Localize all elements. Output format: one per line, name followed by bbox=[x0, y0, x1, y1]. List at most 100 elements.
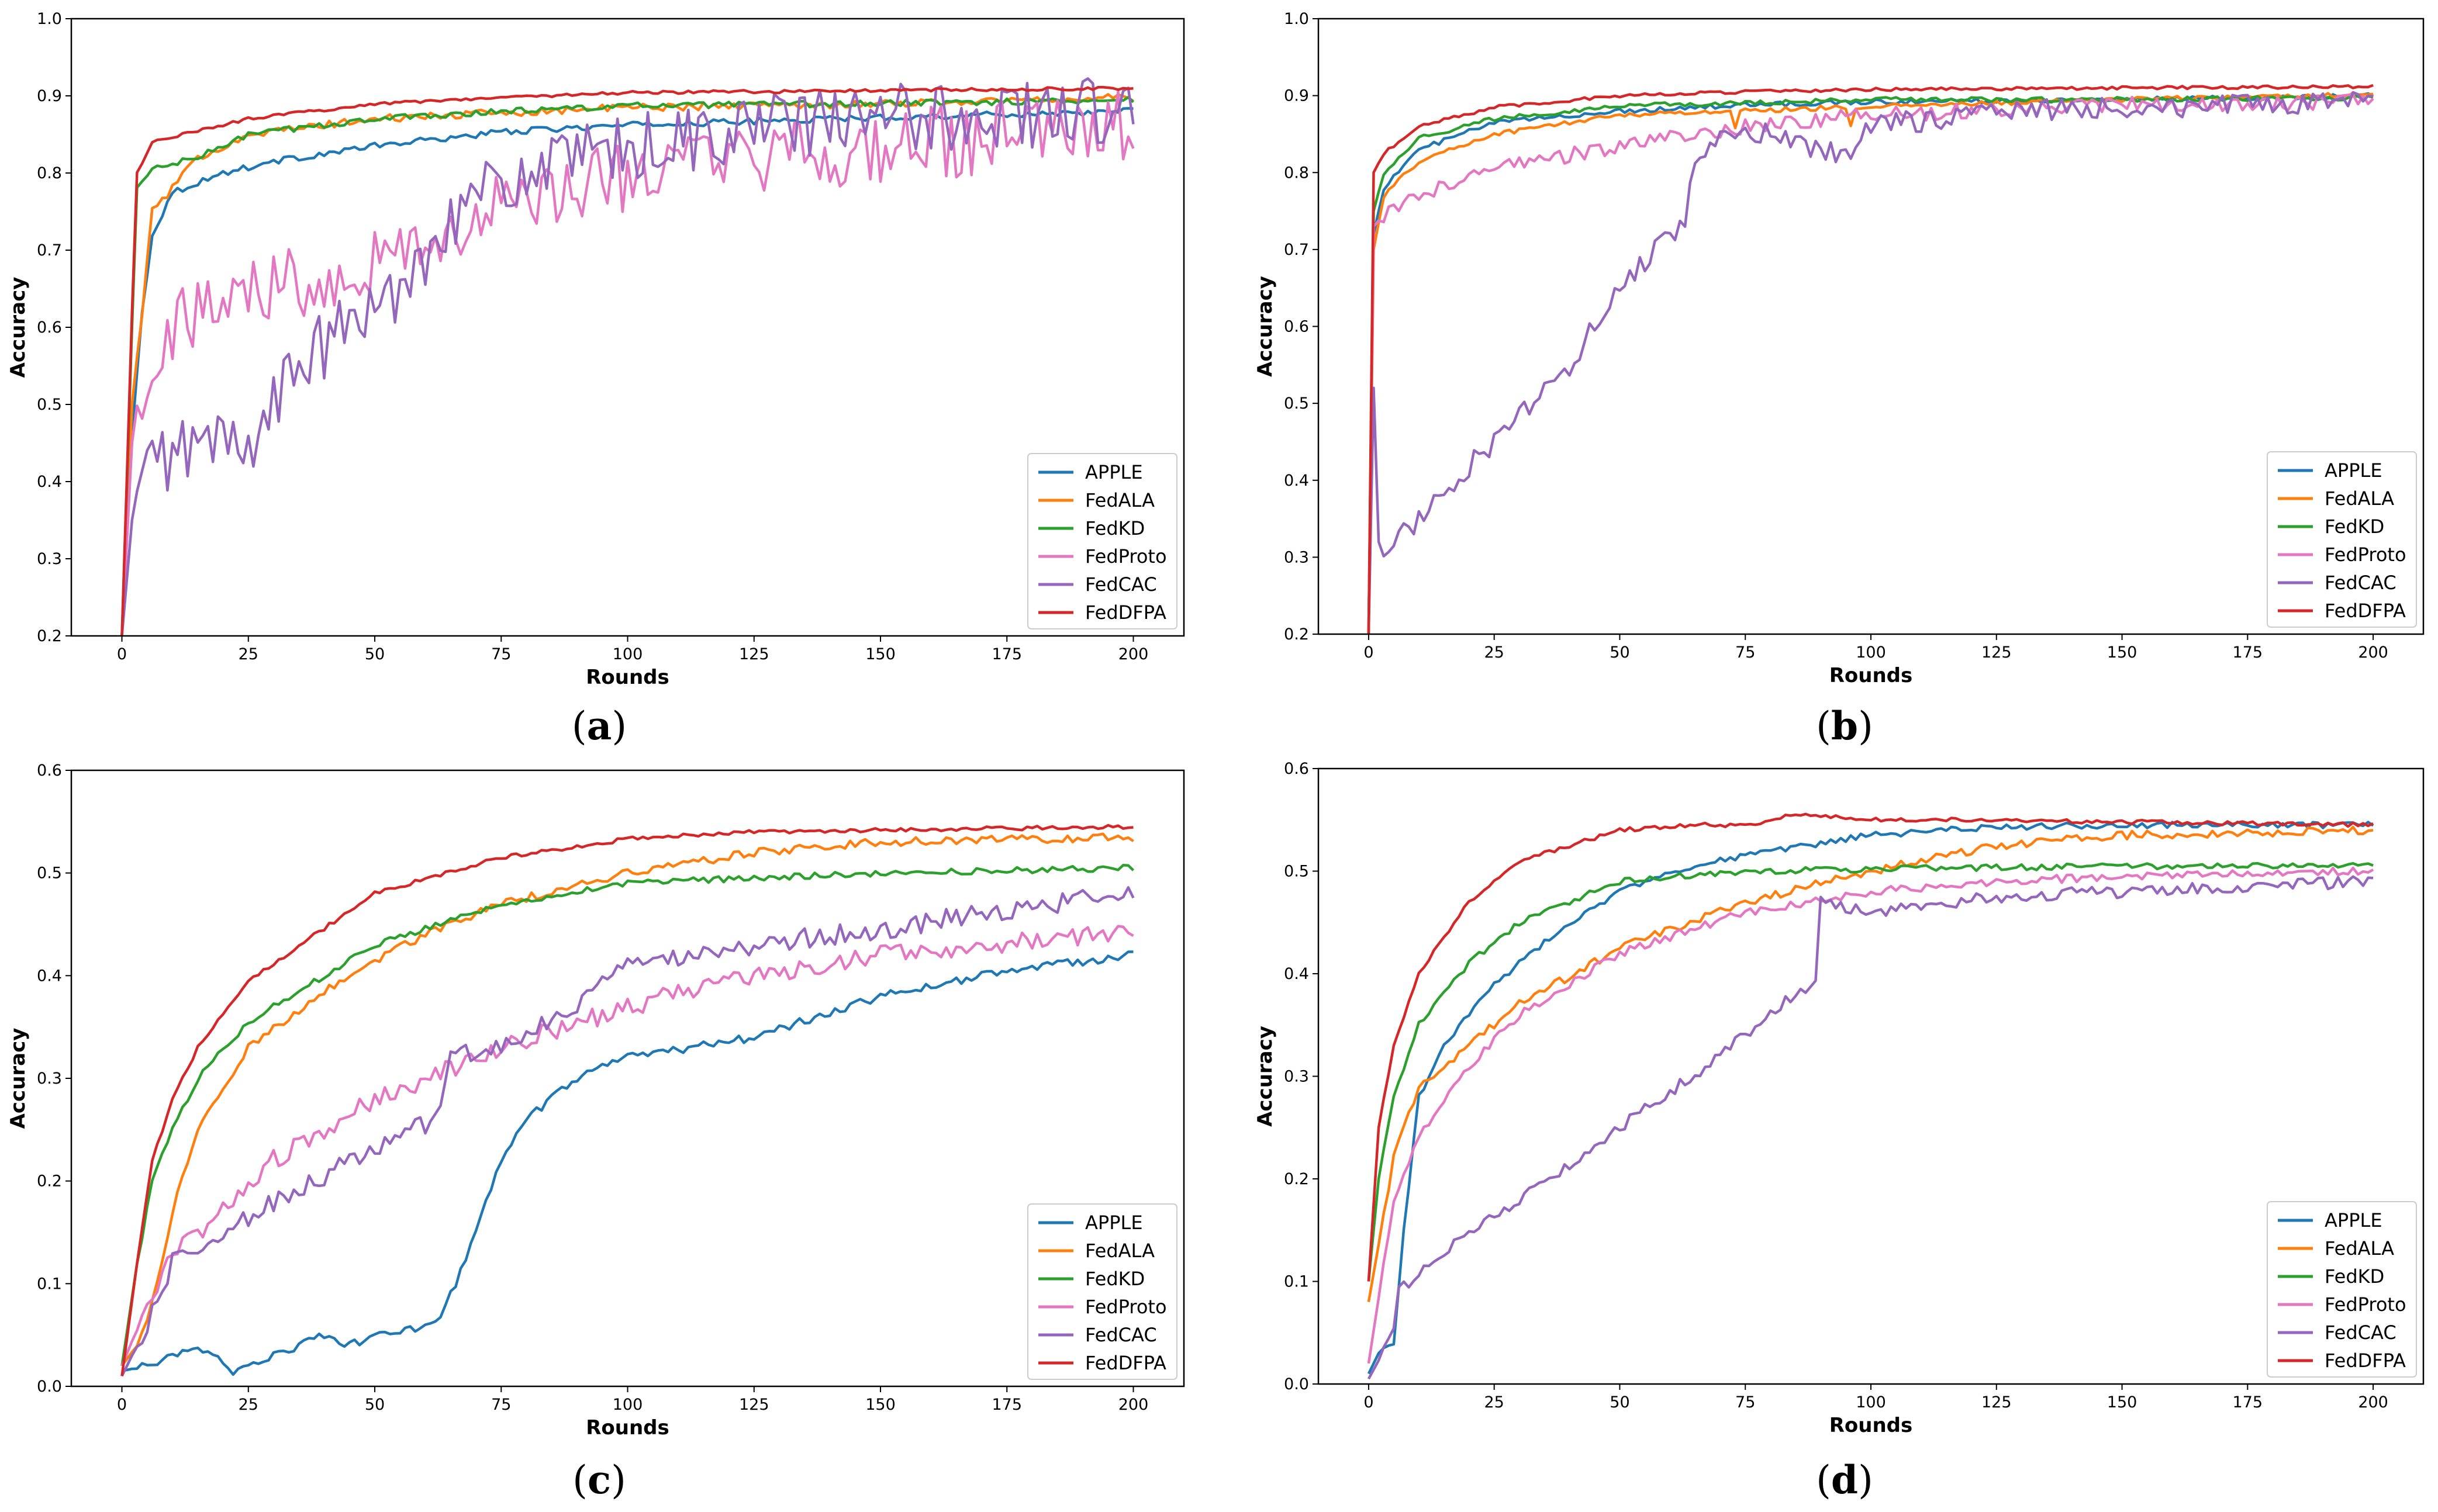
legend-label-fedproto: FedProto bbox=[2325, 1293, 2406, 1316]
x-tick-label: 75 bbox=[1735, 643, 1755, 662]
x-tick-label: 175 bbox=[992, 645, 1022, 663]
panel-caption-letter: a bbox=[587, 703, 612, 749]
legend-label-fedcac: FedCAC bbox=[2325, 572, 2396, 594]
x-tick-label: 75 bbox=[491, 1396, 511, 1414]
legend-label-fedkd: FedKD bbox=[2325, 515, 2384, 538]
axes-frame bbox=[1317, 767, 2425, 1385]
x-tick-label: 25 bbox=[1484, 1393, 1504, 1411]
y-tick-label: 1.0 bbox=[37, 10, 62, 28]
x-tick-label: 150 bbox=[2107, 1393, 2137, 1411]
x-axis-label: Rounds bbox=[1829, 1414, 1913, 1437]
legend-label-feddfpa: FedDFPA bbox=[2325, 1350, 2406, 1372]
series-line-fedala bbox=[1367, 825, 2374, 1302]
legend-label-feddfpa: FedDFPA bbox=[1085, 1352, 1166, 1374]
legend-label-fedcac: FedCAC bbox=[1085, 573, 1157, 596]
x-tick-label: 200 bbox=[2358, 1393, 2388, 1411]
y-tick-label: 0.3 bbox=[37, 550, 62, 568]
legend-label-fedcac: FedCAC bbox=[2325, 1321, 2396, 1344]
y-tick-label: 0.4 bbox=[37, 473, 62, 491]
x-tick-label: 175 bbox=[2233, 1393, 2263, 1411]
x-tick-label: 50 bbox=[1610, 643, 1629, 662]
series-line-fedproto bbox=[120, 90, 1135, 636]
y-tick-label: 0.8 bbox=[37, 164, 62, 182]
x-tick-label: 100 bbox=[1856, 643, 1886, 662]
legend-label-apple: APPLE bbox=[2325, 1209, 2382, 1231]
x-tick-label: 25 bbox=[239, 1396, 258, 1414]
legend-label-fedala: FedALA bbox=[2325, 1237, 2394, 1260]
y-tick-label: 0.1 bbox=[1284, 1273, 1309, 1291]
legend-label-feddfpa: FedDFPA bbox=[2325, 600, 2406, 622]
series-line-apple bbox=[1367, 821, 2374, 1375]
x-tick-label: 25 bbox=[239, 645, 258, 663]
chart-panel-a: 0 25 50 75 100 125 150 175 200 0.2 0.3 0.4 0.5 0.6 0.7… bbox=[6, 10, 1185, 749]
chart-panel-c: 0 25 50 75 100 125 150 175 200 0.0 0.1 0.2 0.3 0.4 0.5… bbox=[6, 762, 1185, 1503]
x-tick-label: 150 bbox=[865, 645, 896, 663]
legend: APPLE FedALA FedKD FedProto FedCAC FedDFPA bbox=[1027, 1203, 1177, 1380]
series-line-fedcac bbox=[120, 77, 1135, 636]
chart-panel-d: 0 25 50 75 100 125 150 175 200 0.0 0.1 0.2 0.3 0.4 0.5… bbox=[1253, 760, 2425, 1503]
x-tick-label: 0 bbox=[1363, 643, 1373, 662]
x-tick-label: 100 bbox=[613, 1396, 643, 1414]
legend-label-fedala: FedALA bbox=[1085, 1240, 1155, 1262]
series-lines bbox=[1367, 812, 2374, 1380]
x-tick-label: 125 bbox=[739, 645, 769, 663]
series-line-fedcac bbox=[1367, 875, 2374, 1380]
x-tick-label: 100 bbox=[1856, 1393, 1886, 1411]
legend: APPLE FedALA FedKD FedProto FedCAC FedDFPA bbox=[2267, 1201, 2417, 1378]
y-tick-label: 0.6 bbox=[37, 319, 62, 337]
y-tick-label: 0.8 bbox=[1284, 164, 1309, 182]
series-line-fedkd bbox=[120, 96, 1135, 636]
x-axis-label: Rounds bbox=[586, 666, 669, 689]
y-tick-label: 0.7 bbox=[37, 241, 62, 260]
series-line-feddfpa bbox=[120, 824, 1134, 1376]
legend-label-fedala: FedALA bbox=[2325, 487, 2394, 510]
y-tick-label: 0.2 bbox=[1284, 1170, 1309, 1188]
y-tick-label: 1.0 bbox=[1284, 10, 1309, 28]
legend-label-fedcac: FedCAC bbox=[1085, 1324, 1157, 1346]
legend-label-fedkd: FedKD bbox=[1085, 517, 1145, 539]
y-tick-label: 0.3 bbox=[1284, 548, 1309, 566]
legend-label-fedproto: FedProto bbox=[2325, 544, 2406, 566]
axes-frame bbox=[70, 18, 1185, 637]
x-tick-label: 150 bbox=[865, 1396, 896, 1414]
y-tick-label: 0.9 bbox=[37, 87, 62, 105]
y-tick-label: 0.9 bbox=[1284, 87, 1309, 105]
series-lines bbox=[120, 824, 1135, 1377]
series-line-fedkd bbox=[120, 863, 1135, 1366]
y-tick-label: 0.6 bbox=[1284, 760, 1309, 778]
x-tick-label: 150 bbox=[2107, 643, 2137, 662]
x-tick-label: 200 bbox=[2358, 643, 2388, 662]
panel-caption: (d) bbox=[1816, 1457, 1873, 1503]
series-line-fedcac bbox=[1367, 91, 2374, 634]
x-tick-label: 50 bbox=[1610, 1393, 1629, 1411]
series-line-fedcac bbox=[120, 886, 1135, 1377]
series-line-fedproto bbox=[1367, 866, 2374, 1364]
y-axis-label: Accuracy bbox=[1253, 276, 1277, 377]
x-tick-label: 0 bbox=[117, 1396, 127, 1414]
series-line-apple bbox=[122, 950, 1134, 1376]
series-line-fedkd bbox=[1367, 861, 2374, 1282]
series-lines bbox=[120, 77, 1135, 636]
x-tick-label: 0 bbox=[1363, 1393, 1373, 1411]
x-tick-label: 0 bbox=[117, 645, 127, 663]
y-tick-label: 0.2 bbox=[37, 627, 62, 645]
panel-caption: (b) bbox=[1816, 703, 1873, 749]
series-line-apple bbox=[120, 107, 1134, 636]
axes-frame bbox=[70, 769, 1185, 1388]
x-tick-label: 50 bbox=[365, 645, 385, 663]
x-tick-label: 125 bbox=[739, 1396, 769, 1414]
legend: APPLE FedALA FedKD FedProto FedCAC FedDFPA bbox=[2267, 451, 2417, 628]
series-line-feddfpa bbox=[120, 85, 1134, 636]
series-line-fedala bbox=[120, 93, 1134, 636]
y-axis-label: Accuracy bbox=[6, 277, 30, 378]
x-tick-label: 75 bbox=[491, 645, 511, 663]
y-tick-label: 0.2 bbox=[37, 1172, 62, 1191]
y-tick-label: 0.0 bbox=[37, 1378, 62, 1396]
series-line-fedala bbox=[120, 832, 1134, 1367]
y-tick-label: 0.6 bbox=[37, 762, 62, 780]
y-tick-label: 0.4 bbox=[1284, 472, 1309, 490]
y-tick-label: 0.3 bbox=[37, 1070, 62, 1088]
legend-label-fedala: FedALA bbox=[1085, 489, 1155, 511]
y-tick-label: 0.0 bbox=[1284, 1375, 1309, 1393]
